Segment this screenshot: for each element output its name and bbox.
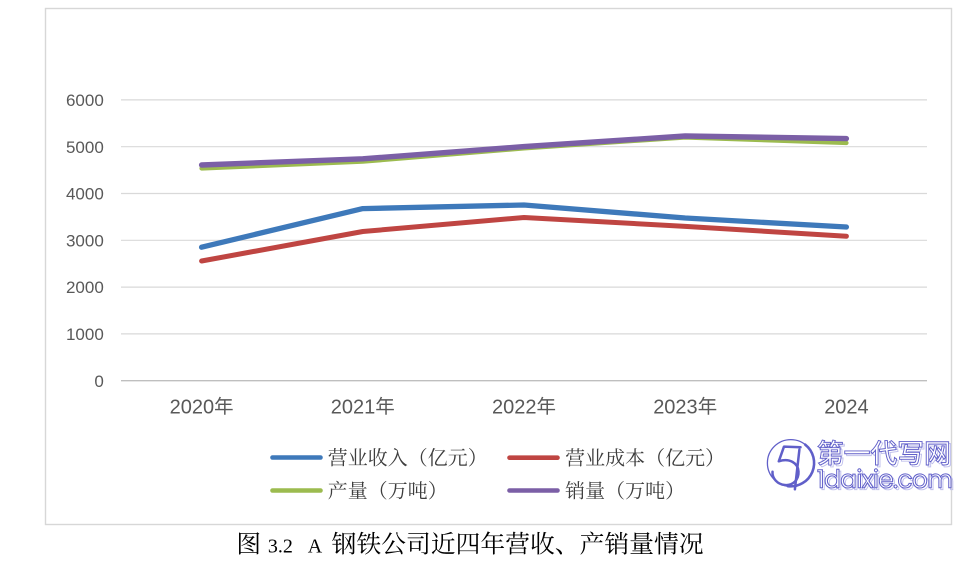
svg-text:2020: 2020 — [170, 397, 215, 419]
svg-text:4000: 4000 — [66, 185, 104, 204]
svg-text:2021: 2021 — [331, 397, 376, 419]
svg-text:2023: 2023 — [653, 397, 698, 419]
svg-text:1000: 1000 — [66, 325, 104, 344]
svg-text:2022: 2022 — [492, 397, 537, 419]
svg-text:3.2: 3.2 — [268, 536, 293, 558]
svg-text:2000: 2000 — [66, 278, 104, 297]
svg-text:6000: 6000 — [66, 91, 104, 110]
svg-text:0: 0 — [94, 372, 103, 391]
svg-text:A: A — [308, 536, 323, 558]
svg-text:3000: 3000 — [66, 231, 104, 250]
svg-text:5000: 5000 — [66, 138, 104, 157]
svg-text:2024: 2024 — [824, 397, 869, 419]
